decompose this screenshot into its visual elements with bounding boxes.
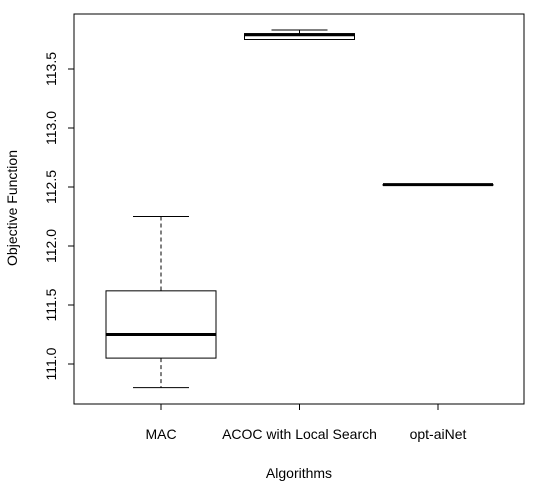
y-tick-label: 112.5	[43, 170, 59, 204]
x-tick-label: opt-aiNet	[410, 426, 467, 442]
y-axis-label: Objective Function	[4, 150, 20, 266]
x-tick-label: MAC	[145, 426, 176, 442]
boxes	[105, 29, 494, 389]
y-tick-label: 112.0	[43, 229, 59, 263]
x-axis-label: Algorithms	[266, 465, 332, 481]
y-axis: 111.0 111.5 112.0 112.5 113.0 113.5	[43, 52, 74, 380]
box-2	[382, 183, 494, 187]
x-tick-label: ACOC with Local Search	[222, 426, 377, 442]
y-tick-label: 111.5	[43, 288, 59, 321]
x-axis: MAC ACOC with Local Search opt-aiNet	[145, 404, 467, 442]
y-tick-label: 113.0	[43, 111, 59, 145]
y-tick-label: 113.5	[43, 52, 59, 86]
box-1	[244, 29, 355, 40]
box-0	[105, 216, 217, 389]
box-iqr	[105, 290, 217, 359]
y-tick-label: 111.0	[43, 347, 59, 380]
